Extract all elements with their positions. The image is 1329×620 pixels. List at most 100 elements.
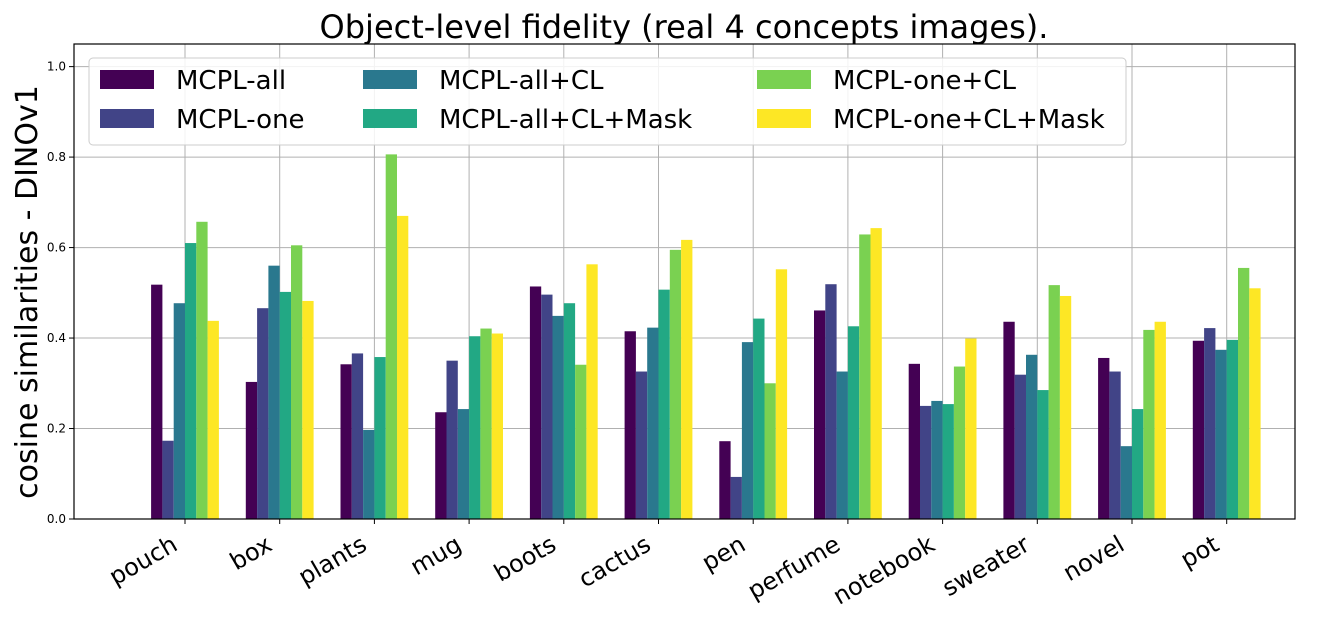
bar <box>1249 288 1261 519</box>
legend-swatch <box>363 70 417 89</box>
bar <box>1003 321 1015 519</box>
x-tick-label: mug <box>405 530 466 581</box>
bar <box>446 360 458 519</box>
bar <box>931 400 943 519</box>
chart-title: Object-level fidelity (real 4 concepts i… <box>320 8 1049 46</box>
bar <box>1132 409 1144 519</box>
bar <box>1048 285 1060 519</box>
bar <box>635 371 648 519</box>
y-tick-label: 0.0 <box>47 512 66 526</box>
bar <box>1037 390 1049 519</box>
legend-swatch <box>100 109 154 128</box>
bar <box>741 342 754 519</box>
bar <box>965 338 977 519</box>
bar <box>173 303 185 519</box>
y-tick-label: 0.4 <box>47 331 66 345</box>
bar <box>920 405 932 519</box>
bar <box>730 476 742 519</box>
bar <box>870 228 882 519</box>
x-tick-label: pouch <box>104 530 182 591</box>
legend-label: MCPL-all <box>176 66 286 96</box>
legend-label: MCPL-one <box>176 105 305 135</box>
bar <box>1238 267 1250 519</box>
bar <box>669 249 682 520</box>
bar <box>529 286 542 519</box>
bar <box>942 404 954 519</box>
bar <box>196 221 208 520</box>
x-axis-ticks: pouch box plants mug boots cactus penperfumeno… <box>104 519 1228 611</box>
bar <box>814 310 826 519</box>
bar <box>825 284 837 519</box>
bar <box>624 331 636 519</box>
legend-swatch <box>100 70 154 89</box>
bar <box>1059 295 1072 519</box>
legend-swatch <box>757 70 811 89</box>
x-tick-label: perfume <box>743 530 845 605</box>
bar <box>847 326 860 519</box>
legend-label: MCPL-one+CL <box>833 66 1016 96</box>
bars <box>151 154 1261 520</box>
legend-box <box>88 57 1127 146</box>
legend-label: MCPL-one+CL+Mask <box>833 105 1105 135</box>
bar <box>397 215 409 519</box>
bar <box>291 245 303 520</box>
plot-frame <box>73 43 1296 520</box>
x-tick-label: pot <box>1176 530 1224 574</box>
x-tick-label: plants <box>294 530 372 591</box>
bar <box>836 371 848 519</box>
bar <box>162 440 174 519</box>
bar <box>764 383 776 519</box>
bar <box>647 327 659 519</box>
y-tick-label: 0.6 <box>47 241 66 255</box>
bar <box>908 363 920 519</box>
bar <box>374 357 386 519</box>
x-tick-label: sweater <box>937 530 1034 602</box>
legend-label: MCPL-all+CL <box>439 66 604 96</box>
bar <box>363 429 375 519</box>
bar <box>457 409 470 519</box>
y-axis-ticks: 0.0 0.2 0.4 0.6 0.8 1.0 <box>47 60 74 526</box>
bar <box>1226 339 1238 519</box>
y-axis-label: cosine similarities - DINOv1 <box>10 85 45 499</box>
bar <box>151 284 163 519</box>
bar <box>1098 357 1110 519</box>
bar <box>541 294 553 519</box>
bar <box>340 364 352 519</box>
bar <box>1143 329 1155 519</box>
bar <box>1204 328 1216 519</box>
bar <box>245 381 258 519</box>
bar <box>351 353 364 519</box>
bar <box>302 300 314 519</box>
x-tick-label: notebook <box>828 530 940 611</box>
x-tick-label: box <box>225 530 277 576</box>
y-tick-label: 0.8 <box>47 150 66 164</box>
bar <box>1192 340 1205 519</box>
x-tick-label: boots <box>489 530 561 588</box>
bar <box>257 308 269 519</box>
legend: MCPL-all MCPL-one MCPL-all+CL MCPL-all+CL+M… <box>88 57 1127 146</box>
bar <box>1154 321 1166 519</box>
bar <box>681 239 693 519</box>
bar <box>1014 374 1026 519</box>
bar <box>469 336 481 519</box>
x-tick-label: pen <box>697 530 750 577</box>
bar <box>1215 349 1227 519</box>
legend-swatch <box>363 109 417 128</box>
bar <box>207 320 219 519</box>
bar <box>575 364 587 519</box>
legend-swatch <box>757 109 811 128</box>
bar <box>1109 371 1121 519</box>
bar <box>435 412 447 519</box>
bar <box>753 318 765 519</box>
bar <box>268 265 280 519</box>
bar <box>1026 354 1038 519</box>
bar <box>859 234 871 519</box>
bar <box>563 303 576 519</box>
x-tick-label: cactus <box>574 530 656 593</box>
bar <box>586 264 598 519</box>
bar <box>480 328 492 519</box>
bar <box>1120 446 1132 519</box>
bar <box>658 289 670 519</box>
bar <box>385 154 397 519</box>
